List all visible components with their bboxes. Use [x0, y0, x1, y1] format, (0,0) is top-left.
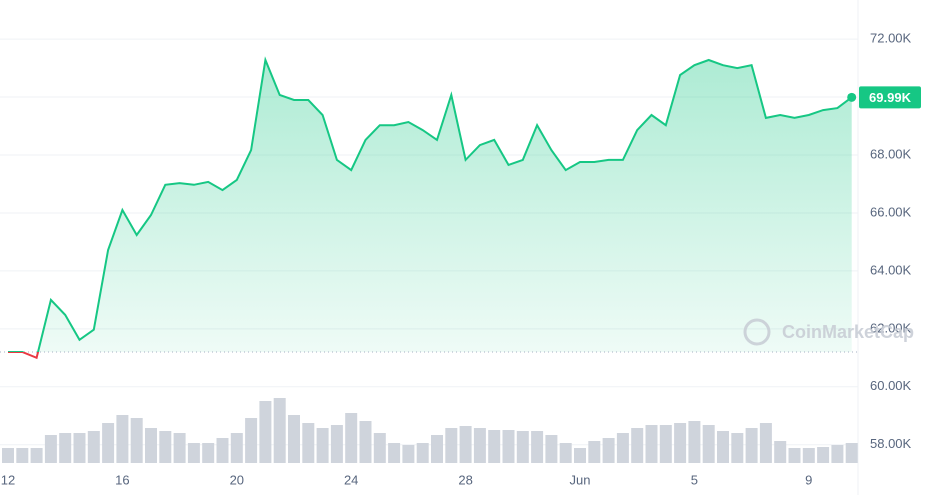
- x-tick-label: 28: [458, 472, 472, 487]
- volume-bar: [402, 445, 415, 463]
- value-label-box: [859, 86, 921, 109]
- volume-bar: [130, 418, 143, 463]
- volume-bar: [774, 441, 787, 463]
- volume-bar: [645, 425, 658, 463]
- x-tick-label: 16: [115, 472, 129, 487]
- volume-bar: [445, 428, 458, 463]
- volume-bar: [216, 438, 229, 463]
- volume-bar: [488, 430, 501, 463]
- volume-bar: [745, 428, 758, 463]
- x-tick-label: 20: [230, 472, 244, 487]
- volume-bar: [588, 441, 601, 463]
- volume-bar: [159, 431, 172, 463]
- last-point: [847, 92, 857, 102]
- watermark: CoinMarketCap: [743, 318, 914, 346]
- volume-bar: [302, 423, 315, 463]
- volume-bar: [30, 448, 43, 463]
- y-tick-label: 72.00K: [870, 31, 912, 46]
- volume-bar: [659, 425, 672, 463]
- watermark-logo: [743, 318, 771, 346]
- volume-bar: [802, 448, 815, 463]
- volume-bar: [702, 425, 715, 463]
- x-tick-label: 9: [805, 472, 812, 487]
- price-line-up: [8, 56, 853, 353]
- volume-bar: [631, 428, 644, 463]
- volume-bar: [102, 423, 115, 463]
- volume-bar: [602, 438, 615, 463]
- volume-bar: [87, 431, 100, 463]
- x-tick-label: 12: [1, 472, 15, 487]
- volume-bar: [59, 433, 72, 463]
- volume-bar: [731, 433, 744, 463]
- y-tick-label: 68.00K: [870, 146, 912, 161]
- volume-bar: [545, 435, 558, 463]
- volume-bar: [145, 428, 157, 463]
- volume-bar: [759, 423, 772, 463]
- volume-bar: [173, 433, 186, 463]
- y-tick-label: 64.00K: [870, 262, 912, 277]
- volume-bar: [831, 445, 844, 463]
- volume-bar: [273, 398, 286, 463]
- volume-bar: [616, 433, 629, 463]
- volume-bar: [459, 426, 472, 463]
- volume-bar: [373, 433, 386, 463]
- volume-bar: [531, 431, 544, 463]
- volume-bar: [688, 421, 701, 463]
- volume-bar: [431, 435, 443, 463]
- volume-bar: [2, 448, 14, 463]
- volume-bar: [187, 443, 200, 463]
- volume-bar: [316, 428, 329, 463]
- volume-bar: [674, 423, 687, 463]
- y-tick-label: 62.00K: [870, 320, 912, 335]
- volume-bar: [288, 415, 300, 463]
- volume-bar: [845, 443, 858, 463]
- volume-bar: [473, 428, 486, 463]
- volume-bar: [16, 448, 29, 463]
- y-tick-label: 66.00K: [870, 204, 912, 219]
- watermark-text: CoinMarketCap: [782, 322, 914, 342]
- volume-bar: [574, 448, 586, 463]
- volume-bar: [359, 421, 372, 463]
- price-area: [8, 60, 852, 353]
- value-label: 69.99K: [869, 90, 912, 105]
- volume-bar: [559, 443, 572, 463]
- volume-bar: [388, 443, 401, 463]
- volume-bar: [245, 418, 258, 463]
- volume-bar: [416, 443, 429, 463]
- volume-bar: [230, 433, 243, 463]
- volume-bar: [330, 425, 343, 463]
- y-tick-label: 60.00K: [870, 378, 912, 393]
- volume-bar: [259, 401, 272, 463]
- volume-bar: [516, 431, 529, 463]
- volume-bar: [788, 448, 801, 463]
- volume-bar: [116, 415, 129, 463]
- volume-bar: [502, 430, 515, 463]
- volume-bar: [73, 433, 86, 463]
- volume-bar: [44, 435, 57, 463]
- volume-bar: [202, 443, 215, 463]
- volume-bar: [817, 447, 830, 463]
- volume-bar: [345, 413, 358, 463]
- x-tick-label: 5: [691, 472, 698, 487]
- y-tick-label: 58.00K: [870, 436, 912, 451]
- x-tick-label: Jun: [570, 472, 591, 487]
- x-tick-label: 24: [344, 472, 358, 487]
- volume-bar: [717, 431, 729, 463]
